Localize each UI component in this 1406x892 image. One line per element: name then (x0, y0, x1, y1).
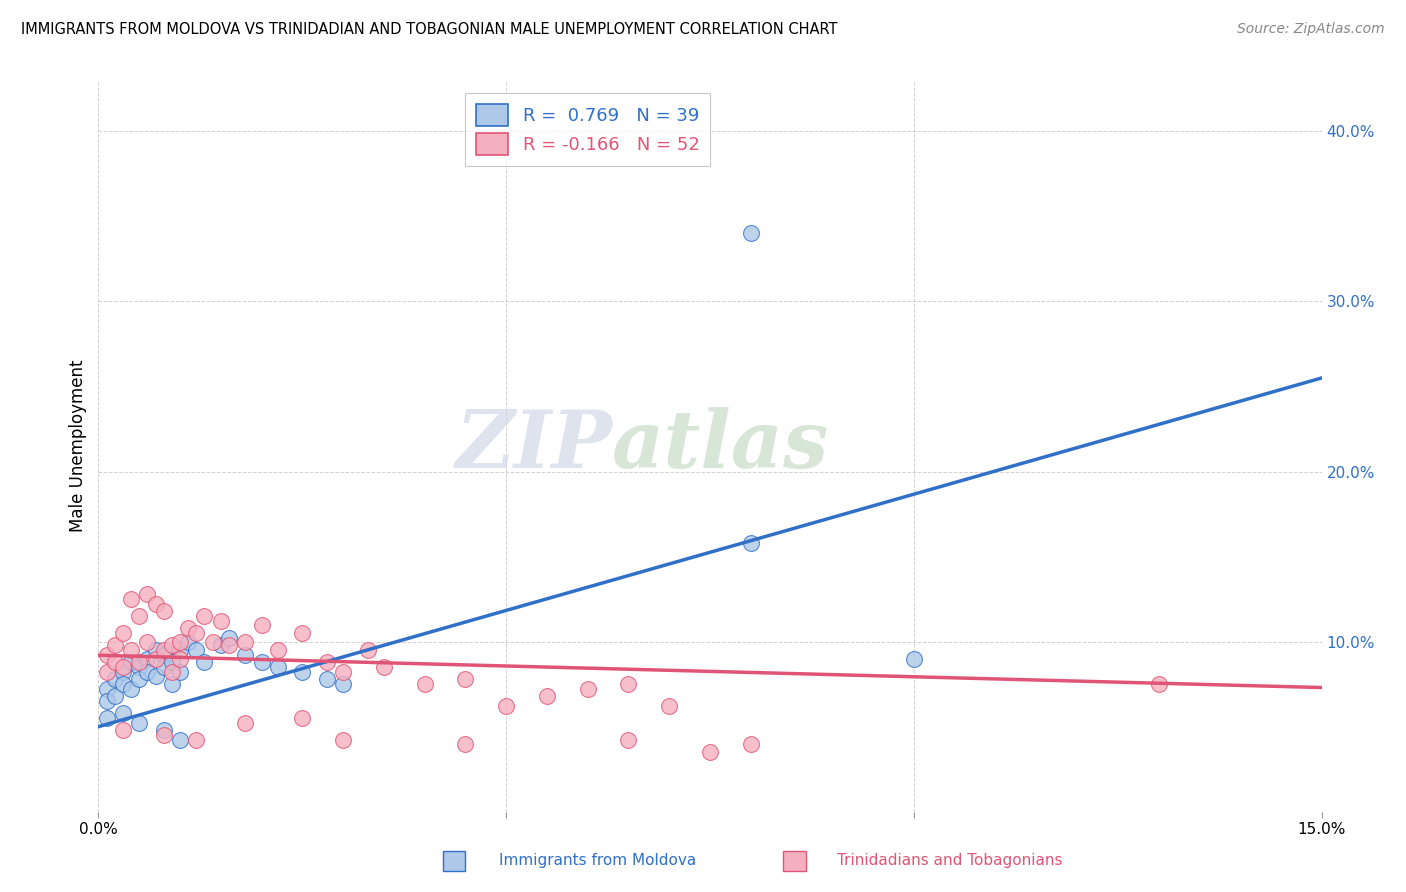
Point (177, 621, 200, 635)
Text: atlas: atlas (612, 408, 830, 484)
Point (136, 587, 159, 601)
Point (454, 737, 477, 751)
Point (96, 648, 118, 663)
Point (136, 634, 159, 648)
Point (160, 638, 183, 652)
Point (160, 655, 183, 669)
Point (740, 737, 762, 751)
Point (152, 660, 174, 674)
Point (152, 723, 174, 737)
Point (136, 665, 159, 680)
Point (250, 655, 273, 669)
Point (111, 626, 134, 640)
Point (332, 677, 354, 691)
Point (96, 711, 118, 725)
Point (186, 733, 208, 747)
Y-axis label: Male Unemployment: Male Unemployment (69, 359, 87, 533)
Point (454, 672, 477, 686)
Point (160, 665, 183, 680)
Point (120, 643, 142, 657)
Point (291, 711, 314, 725)
Point (96, 682, 118, 697)
Point (617, 677, 640, 691)
Point (177, 634, 200, 648)
Point (186, 643, 208, 657)
Point (145, 643, 167, 657)
Point (373, 660, 395, 674)
Point (291, 665, 314, 680)
Point (169, 665, 191, 680)
Point (111, 665, 134, 680)
Point (104, 672, 127, 686)
Point (193, 655, 215, 669)
Point (145, 651, 167, 665)
Point (120, 592, 142, 607)
Point (209, 638, 232, 652)
Point (104, 655, 127, 669)
Point (193, 609, 215, 624)
Point (120, 655, 142, 669)
Point (332, 665, 354, 680)
Point (740, 227, 762, 241)
Point (201, 634, 224, 648)
Point (169, 651, 191, 665)
Point (104, 689, 127, 703)
Point (291, 626, 314, 640)
Point (233, 716, 256, 731)
Text: ZIP: ZIP (456, 408, 612, 484)
Point (104, 638, 127, 652)
Point (128, 660, 150, 674)
Legend: R =  0.769   N = 39, R = -0.166   N = 52: R = 0.769 N = 39, R = -0.166 N = 52 (465, 93, 710, 166)
Point (699, 745, 721, 759)
Point (128, 655, 150, 669)
Text: Immigrants from Moldova: Immigrants from Moldova (499, 854, 696, 868)
Point (160, 677, 183, 691)
Point (169, 634, 191, 648)
Point (120, 682, 142, 697)
Point (267, 660, 290, 674)
Point (145, 668, 167, 682)
Point (152, 643, 174, 657)
Point (111, 706, 134, 720)
Point (233, 648, 256, 663)
Point (96, 694, 118, 708)
Point (152, 604, 174, 618)
Point (136, 651, 159, 665)
Point (740, 536, 762, 550)
Point (218, 638, 240, 652)
Point (145, 597, 167, 611)
Text: IMMIGRANTS FROM MOLDOVA VS TRINIDADIAN AND TOBAGONIAN MALE UNEMPLOYMENT CORRELAT: IMMIGRANTS FROM MOLDOVA VS TRINIDADIAN A… (21, 22, 838, 37)
Point (250, 617, 273, 632)
Point (617, 733, 640, 747)
Point (315, 655, 337, 669)
Point (576, 682, 599, 697)
Point (495, 699, 517, 714)
Text: Trinidadians and Tobagonians: Trinidadians and Tobagonians (837, 854, 1062, 868)
Point (903, 651, 925, 665)
Point (152, 728, 174, 742)
Point (356, 643, 378, 657)
Point (111, 677, 134, 691)
Point (111, 723, 134, 737)
Point (315, 672, 337, 686)
Point (169, 643, 191, 657)
Point (111, 660, 134, 674)
Point (186, 626, 208, 640)
Text: Source: ZipAtlas.com: Source: ZipAtlas.com (1237, 22, 1385, 37)
Point (233, 634, 256, 648)
Point (218, 631, 240, 645)
Point (128, 672, 150, 686)
Point (96, 665, 118, 680)
Point (658, 699, 681, 714)
Point (267, 643, 290, 657)
Point (128, 609, 150, 624)
Point (1147, 677, 1170, 691)
Point (413, 677, 436, 691)
Point (536, 689, 558, 703)
Point (128, 716, 150, 731)
Point (152, 648, 174, 663)
Point (169, 733, 191, 747)
Point (209, 614, 232, 628)
Point (332, 733, 354, 747)
